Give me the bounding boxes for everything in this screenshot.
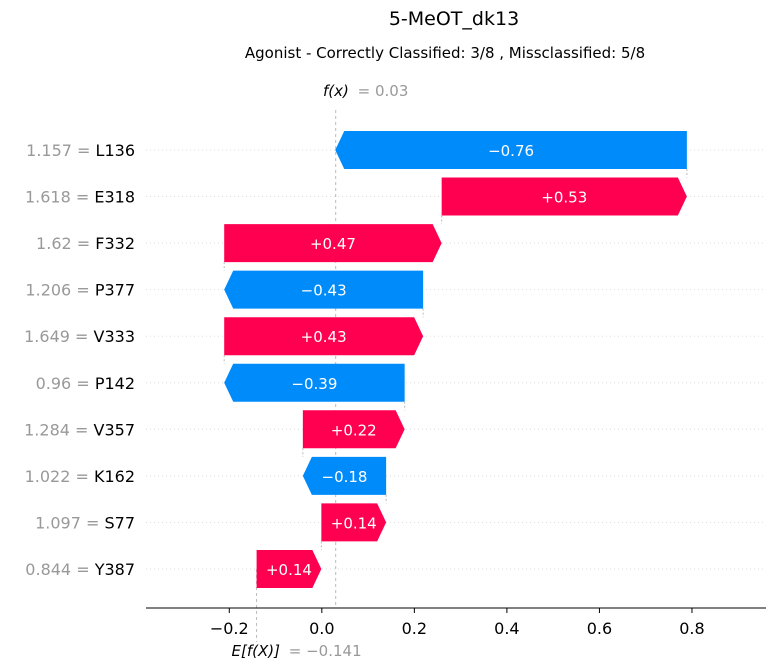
bar-label: +0.53 xyxy=(541,189,587,207)
bar-label: +0.47 xyxy=(310,235,356,253)
contribution-bars: −0.76 +0.53 +0.47 −0.43 +0.43 −0.39 +0.22 −0.18… xyxy=(224,131,687,588)
bar-Y387 xyxy=(256,549,322,588)
efx-label: E[f(X)] xyxy=(232,642,281,660)
feature-value: 0.844 = xyxy=(25,560,94,579)
bar-P142 xyxy=(224,363,405,402)
feature-name: P377 xyxy=(95,281,135,300)
x-tick-label: 0.2 xyxy=(402,619,427,638)
feature-name: F332 xyxy=(95,234,135,253)
feature-value: 1.284 = xyxy=(24,420,93,439)
feature-name: V357 xyxy=(94,420,135,439)
fx-label: f(x) xyxy=(323,82,349,100)
feature-value: 1.62 = xyxy=(36,234,95,253)
feature-label: 1.157 = L136 xyxy=(26,141,135,160)
feature-value: 1.097 = xyxy=(35,513,104,532)
bar-label: −0.76 xyxy=(488,142,534,160)
feature-name: E318 xyxy=(94,188,135,207)
efx-annotation: E[f(X)] = −0.141 xyxy=(232,642,362,660)
feature-value: 1.649 = xyxy=(24,327,93,346)
feature-label: 0.844 = Y387 xyxy=(25,560,135,579)
feature-name: P142 xyxy=(95,374,135,393)
feature-label: 1.022 = K162 xyxy=(25,467,135,486)
chart-subtitle: Agonist - Correctly Classified: 3/8 , Mi… xyxy=(245,44,645,62)
bar-label: −0.39 xyxy=(291,375,337,393)
bar-label: +0.43 xyxy=(301,328,347,346)
feature-label: 1.284 = V357 xyxy=(24,420,135,439)
feature-name: L136 xyxy=(96,141,135,160)
feature-value: 1.206 = xyxy=(25,281,94,300)
bar-K162 xyxy=(302,456,387,495)
feature-value: 1.157 = xyxy=(26,141,95,160)
x-tick-label: 0.8 xyxy=(679,619,704,638)
x-tick-label: −0.2 xyxy=(210,619,249,638)
bar-label: −0.43 xyxy=(301,282,347,300)
feature-label: 1.618 = E318 xyxy=(25,188,135,207)
feature-value: 1.618 = xyxy=(25,188,94,207)
x-tick-label: 0.6 xyxy=(587,619,612,638)
feature-value: 0.96 = xyxy=(36,374,95,393)
feature-label: 1.649 = V333 xyxy=(24,327,135,346)
bar-label: −0.18 xyxy=(322,468,368,486)
feature-name: Y387 xyxy=(94,560,135,579)
feature-name: K162 xyxy=(94,467,135,486)
efx-value: = −0.141 xyxy=(289,642,362,660)
feature-name: V333 xyxy=(94,327,135,346)
bar-L136 xyxy=(335,131,687,169)
bar-label: +0.22 xyxy=(331,421,377,439)
feature-label: 0.96 = P142 xyxy=(36,374,135,393)
bar-E318 xyxy=(441,177,687,216)
bar-F332 xyxy=(224,224,442,263)
bar-V333 xyxy=(224,317,424,356)
x-tick-label: 0.0 xyxy=(309,619,334,638)
x-tick-label: 0.4 xyxy=(494,619,519,638)
bar-S77 xyxy=(321,503,387,542)
bar-P377 xyxy=(224,270,424,309)
feature-value: 1.022 = xyxy=(25,467,94,486)
feature-label: 1.097 = S77 xyxy=(35,513,135,532)
bar-label: +0.14 xyxy=(331,514,377,532)
bar-V357 xyxy=(302,410,405,449)
chart-title: 5-MeOT_dk13 xyxy=(389,8,519,30)
x-axis: −0.2 0.0 0.2 0.4 0.6 0.8 xyxy=(146,607,766,638)
feature-labels: 1.157 = L136 1.618 = E318 1.62 = F332 1.206… xyxy=(24,141,135,579)
fx-annotation: f(x) = 0.03 xyxy=(323,82,408,100)
fx-value: = 0.03 xyxy=(358,82,409,100)
bar-label: +0.14 xyxy=(266,561,312,579)
feature-label: 1.206 = P377 xyxy=(25,281,135,300)
feature-name: S77 xyxy=(104,513,135,532)
feature-label: 1.62 = F332 xyxy=(36,234,135,253)
